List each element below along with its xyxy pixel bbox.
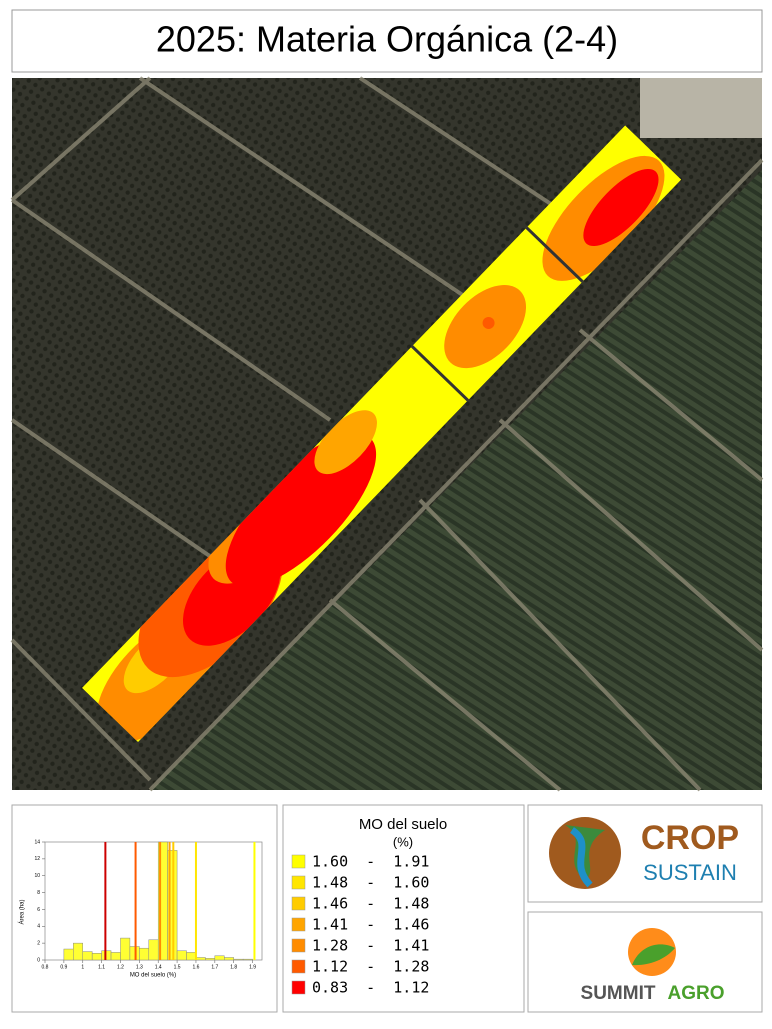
legend-unit: (%): [393, 834, 413, 849]
logo-sustain: SUSTAIN: [643, 860, 737, 885]
crop-logo-icon: [549, 817, 621, 889]
histogram: 0 2 4 6 8 10 12 14 0.8 0.9 1 1.1 1.2 1.3 1.4 1.5 1.6 1.7 1…: [34, 839, 263, 970]
legend-label: 1.12 - 1.28: [312, 958, 429, 976]
legend-swatch: [291, 854, 306, 869]
legend-label: 1.48 - 1.60: [312, 874, 429, 892]
histogram-bar: [233, 958, 244, 961]
legend-label: 1.46 - 1.48: [312, 895, 429, 913]
y-tick-label: 8: [37, 890, 40, 896]
x-tick-label: 1: [81, 964, 84, 970]
page-title: 2025: Materia Orgánica (2-4): [156, 19, 618, 60]
legend-label: 1.28 - 1.41: [312, 937, 429, 955]
logo-agro: AGRO: [668, 983, 725, 1004]
map: [10, 76, 764, 792]
histogram-bar: [148, 939, 159, 961]
x-tick-label: 1.4: [155, 964, 162, 970]
y-tick-label: 2: [37, 940, 40, 946]
histogram-bar: [63, 948, 74, 961]
y-tick-label: 10: [34, 873, 40, 879]
histogram-bar: [110, 952, 121, 961]
histogram-bar: [176, 950, 187, 961]
x-tick-label: 1.5: [174, 964, 181, 970]
x-tick-label: 0.8: [42, 964, 49, 970]
histogram-bar: [73, 942, 83, 961]
x-tick-label: 1.9: [249, 964, 256, 970]
y-tick-label: 0: [37, 957, 40, 963]
legend-swatch: [291, 938, 306, 953]
legend-swatch: [291, 896, 306, 911]
x-tick-label: 1.8: [230, 964, 237, 970]
histogram-bar: [186, 952, 197, 961]
y-tick-label: 14: [34, 839, 40, 845]
legend-swatch: [291, 959, 306, 974]
x-tick-label: 1.7: [211, 964, 218, 970]
histogram-bar: [139, 947, 150, 961]
y-tick-label: 6: [37, 907, 40, 913]
legend-label: 1.41 - 1.46: [312, 916, 429, 934]
legend-title: MO del suelo: [359, 816, 447, 833]
histogram-bar: [205, 958, 216, 961]
summit-logo-icon: [628, 928, 676, 976]
histogram-bar: [214, 955, 225, 961]
x-tick-label: 0.9: [60, 964, 67, 970]
x-tick-label: 1.2: [117, 964, 124, 970]
x-tick-label: 1.3: [136, 964, 143, 970]
histogram-bar: [242, 958, 253, 961]
x-tick-label: 1.6: [192, 964, 199, 970]
histogram-bar: [224, 957, 234, 961]
y-tick-label: 12: [34, 856, 40, 862]
y-tick-label: 4: [37, 924, 40, 930]
histogram-bar: [91, 953, 102, 961]
title-box: [11, 9, 763, 73]
x-axis-label: MO del suelo (%): [130, 973, 176, 979]
x-tick-label: 1.1: [98, 964, 105, 970]
legend-label: 1.60 - 1.91: [312, 853, 429, 871]
logo-crop: CROP: [641, 819, 739, 857]
y-axis-label: Área (ha): [19, 899, 26, 924]
legend-swatch: [291, 980, 306, 995]
legend-label: 0.83 - 1.12: [312, 979, 429, 997]
legend-swatch: [291, 875, 306, 890]
legend-swatch: [291, 917, 306, 932]
histogram-bar: [120, 937, 131, 961]
legend: 1.60 - 1.91 1.48 - 1.60 1.46 - 1.48 1.41 - …: [291, 853, 429, 997]
logo-summit: SUMMIT: [581, 983, 656, 1004]
histogram-bar: [82, 951, 93, 961]
legend-panel: [282, 804, 525, 1013]
histogram-bar: [195, 957, 206, 961]
